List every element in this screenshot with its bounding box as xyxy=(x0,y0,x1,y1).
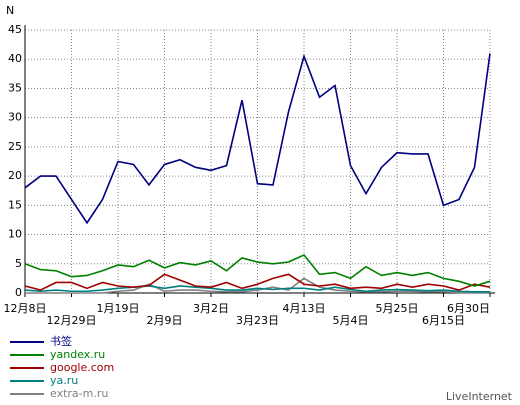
legend-label: yandex.ru xyxy=(50,348,105,361)
y-tick-label: 10 xyxy=(8,228,22,241)
series-line xyxy=(24,273,491,291)
x-tick-label: 3月23日 xyxy=(236,314,279,327)
x-tick-label: 3月2日 xyxy=(193,302,229,315)
y-axis-label: N xyxy=(6,4,14,17)
x-tick-label: 12月29日 xyxy=(47,314,97,327)
series-line xyxy=(25,277,490,294)
x-tick-label: 12月8日 xyxy=(4,302,47,315)
x-tick-label: 5月4日 xyxy=(333,314,369,327)
watermark: LiveInternet xyxy=(446,390,513,403)
y-tick-label: 35 xyxy=(8,81,22,94)
y-tick-label: 5 xyxy=(15,257,22,270)
y-tick-label: 20 xyxy=(8,169,22,182)
x-tick-label: 1月19日 xyxy=(97,302,140,315)
y-tick-label: 0 xyxy=(15,286,22,299)
y-tick-label: 15 xyxy=(8,198,22,211)
x-tick-label: 6月15日 xyxy=(422,314,465,327)
x-tick-label: 2月9日 xyxy=(147,314,183,327)
y-tick-label: 30 xyxy=(8,111,22,124)
series-line xyxy=(24,285,490,293)
legend-label: 书签 xyxy=(50,334,72,348)
x-tick-label: 6月30日 xyxy=(447,302,490,315)
legend-label: google.com xyxy=(50,361,114,374)
legend-label: extra-m.ru xyxy=(50,387,108,400)
x-tick-label: 5月25日 xyxy=(376,302,419,315)
y-tick-label: 45 xyxy=(8,23,22,36)
y-tick-label: 40 xyxy=(8,52,22,65)
x-tick-label: 4月13日 xyxy=(283,302,326,315)
series-line xyxy=(24,254,491,287)
series-line xyxy=(24,53,491,225)
legend-label: ya.ru xyxy=(50,374,78,387)
y-tick-label: 25 xyxy=(8,140,22,153)
